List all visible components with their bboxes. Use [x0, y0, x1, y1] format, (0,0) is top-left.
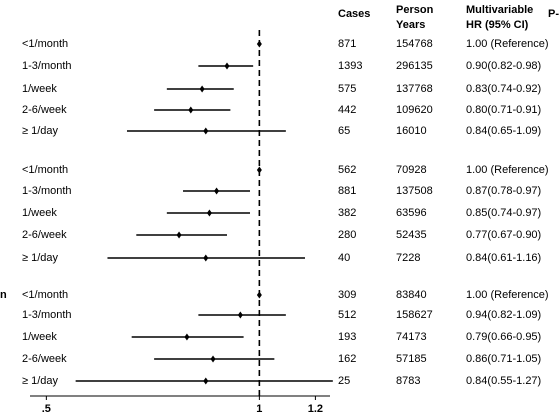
- person-years: 7228: [396, 252, 420, 264]
- category-label: 2-6/week: [22, 353, 67, 365]
- point-estimate: [203, 377, 209, 385]
- category-label: 1-3/month: [22, 185, 72, 197]
- category-label: 2-6/week: [22, 229, 67, 241]
- point-estimate: [203, 254, 209, 262]
- header-hr: Multivariable: [466, 4, 533, 16]
- cases: 40: [338, 252, 350, 264]
- cases: 162: [338, 353, 356, 365]
- point-estimate: [256, 291, 262, 299]
- cases: 193: [338, 331, 356, 343]
- category-label: 1-3/month: [22, 309, 72, 321]
- point-estimate: [256, 166, 262, 174]
- category-label: 1-3/month: [22, 60, 72, 72]
- category-label: <1/month: [22, 38, 68, 50]
- category-label: ≥ 1/day: [22, 125, 59, 137]
- person-years: 158627: [396, 309, 433, 321]
- hr-label: 1.00 (Reference): [466, 38, 549, 50]
- hr-label: 0.86(0.71-1.05): [466, 353, 541, 365]
- person-years: 296135: [396, 60, 433, 72]
- person-years: 8783: [396, 375, 420, 387]
- person-years: 52435: [396, 229, 427, 241]
- category-label: 1/week: [22, 83, 57, 95]
- person-years: 16010: [396, 125, 427, 137]
- category-label: 1/week: [22, 207, 57, 219]
- x-tick-label: .5: [42, 403, 51, 415]
- person-years: 154768: [396, 38, 433, 50]
- person-years: 137768: [396, 83, 433, 95]
- category-label: <1/month: [22, 289, 68, 301]
- point-estimate: [184, 333, 190, 341]
- header-person-years: Years: [396, 19, 425, 31]
- hr-label: 0.77(0.67-0.90): [466, 229, 541, 241]
- hr-label: 1.00 (Reference): [466, 289, 549, 301]
- header-p: P-: [548, 8, 559, 20]
- hr-label: 0.85(0.74-0.97): [466, 207, 541, 219]
- person-years: 70928: [396, 164, 427, 176]
- category-label: 1/week: [22, 331, 57, 343]
- cases: 25: [338, 375, 350, 387]
- cases: 512: [338, 309, 356, 321]
- cases: 871: [338, 38, 356, 50]
- category-label: <1/month: [22, 164, 68, 176]
- point-estimate: [199, 85, 205, 93]
- header-hr: HR (95% CI): [466, 19, 529, 31]
- hr-label: 1.00 (Reference): [466, 164, 549, 176]
- cases: 575: [338, 83, 356, 95]
- person-years: 63596: [396, 207, 427, 219]
- cases: 382: [338, 207, 356, 219]
- hr-label: 0.94(0.82-1.09): [466, 309, 541, 321]
- x-tick-label: 1.2: [308, 403, 323, 415]
- hr-label: 0.87(0.78-0.97): [466, 185, 541, 197]
- category-label: ≥ 1/day: [22, 375, 59, 387]
- cases: 562: [338, 164, 356, 176]
- cases: 280: [338, 229, 356, 241]
- point-estimate: [188, 106, 194, 114]
- point-estimate: [210, 355, 216, 363]
- hr-label: 0.90(0.82-0.98): [466, 60, 541, 72]
- point-estimate: [206, 209, 212, 217]
- cases: 881: [338, 185, 356, 197]
- point-estimate: [203, 127, 209, 135]
- person-years: 109620: [396, 104, 433, 116]
- cases: 65: [338, 125, 350, 137]
- group-label: n: [0, 289, 7, 301]
- person-years: 137508: [396, 185, 433, 197]
- person-years: 74173: [396, 331, 427, 343]
- point-estimate: [256, 40, 262, 48]
- point-estimate: [224, 62, 230, 70]
- hr-label: 0.83(0.74-0.92): [466, 83, 541, 95]
- x-tick-label: 1: [256, 403, 262, 415]
- category-label: 2-6/week: [22, 104, 67, 116]
- header-person-years: Person: [396, 4, 434, 16]
- cases: 1393: [338, 60, 362, 72]
- header-cases: Cases: [338, 8, 370, 20]
- person-years: 83840: [396, 289, 427, 301]
- hr-label: 0.84(0.55-1.27): [466, 375, 541, 387]
- hr-label: 0.80(0.71-0.91): [466, 104, 541, 116]
- point-estimate: [176, 231, 182, 239]
- cases: 442: [338, 104, 356, 116]
- hr-label: 0.84(0.61-1.16): [466, 252, 541, 264]
- hr-label: 0.79(0.66-0.95): [466, 331, 541, 343]
- cases: 309: [338, 289, 356, 301]
- person-years: 57185: [396, 353, 427, 365]
- point-estimate: [237, 311, 243, 319]
- hr-label: 0.84(0.65-1.09): [466, 125, 541, 137]
- point-estimate: [214, 187, 220, 195]
- category-label: ≥ 1/day: [22, 252, 59, 264]
